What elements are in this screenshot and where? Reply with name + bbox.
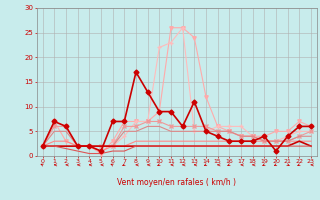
X-axis label: Vent moyen/en rafales ( km/h ): Vent moyen/en rafales ( km/h ) <box>117 178 236 187</box>
